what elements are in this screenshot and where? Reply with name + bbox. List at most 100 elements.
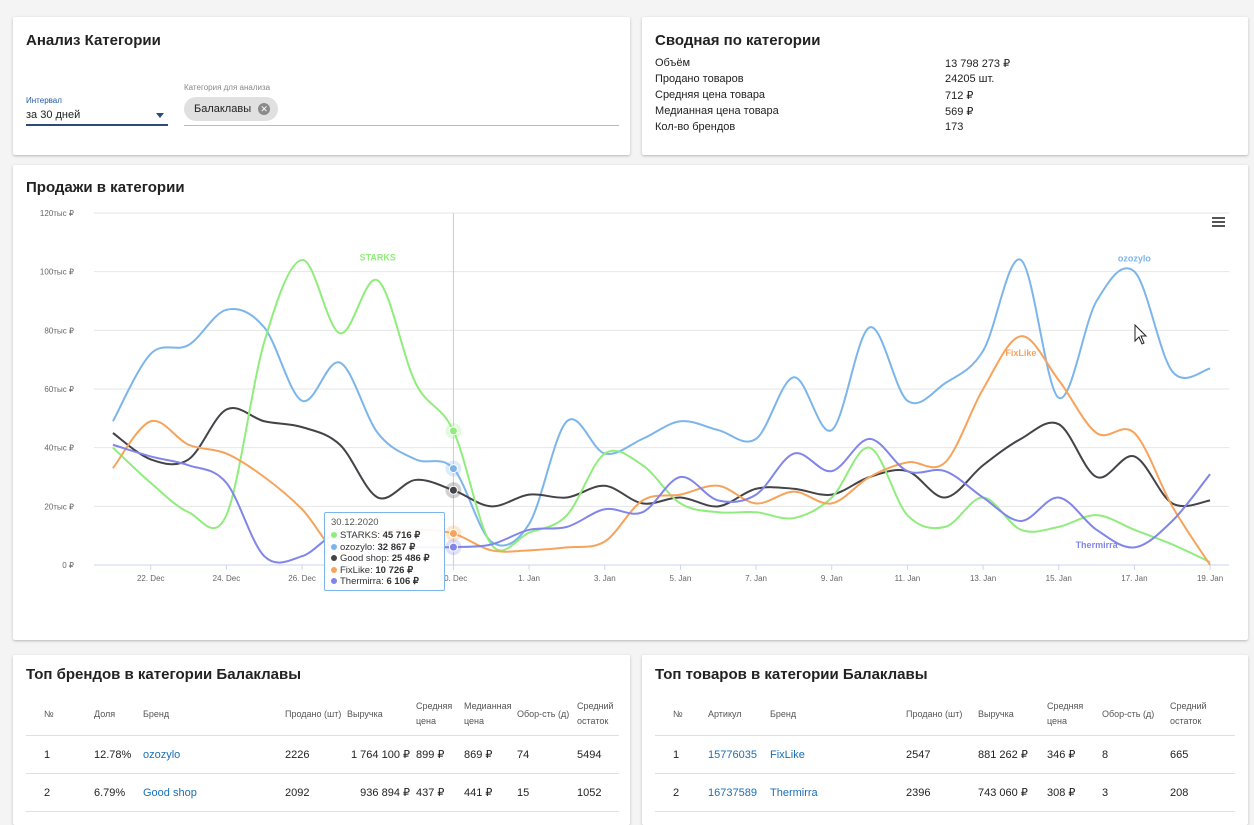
col-header[interactable]: № xyxy=(26,693,92,736)
table-row[interactable]: 1 15776035 FixLike 2547 881 262 ₽ 346 ₽ … xyxy=(655,735,1235,774)
col-header[interactable]: Продано (шт) xyxy=(904,693,976,736)
x-tick-label: 7. Jan xyxy=(745,574,767,583)
col-header[interactable]: Обор-сть (д) xyxy=(1100,693,1168,736)
table-header-row: № Артикул Бренд Продано (шт) Выручка Сре… xyxy=(655,693,1235,736)
summary-card: Сводная по категории Объём 13 798 273 ₽ … xyxy=(642,17,1248,155)
cell-turnover: 74 xyxy=(515,735,575,774)
x-tick-label: 17. Jan xyxy=(1121,574,1147,583)
category-underline xyxy=(184,125,619,126)
x-tick-label: 26. Dec xyxy=(288,574,316,583)
cell-avg-price: 899 ₽ xyxy=(414,735,462,774)
summary-label: Средняя цена товара xyxy=(655,89,766,101)
col-header[interactable]: № xyxy=(655,693,706,736)
analysis-card: Анализ Категории Интервал за 30 дней Кат… xyxy=(13,17,630,155)
chart-tooltip: 30.12.2020 STARKS: 45 716 ₽ ozozylo: 32 … xyxy=(324,512,445,591)
series-data-label: STARKS xyxy=(360,252,396,262)
cell-sold: 2396 xyxy=(904,773,976,812)
tooltip-row: ozozylo: 32 867 ₽ xyxy=(331,542,438,554)
brand-link[interactable]: Thermirra xyxy=(768,773,904,812)
interval-select[interactable]: за 30 дней xyxy=(26,109,81,121)
series-line-good-shop xyxy=(112,407,1211,508)
y-tick-label: 120тыс ₽ xyxy=(40,209,74,218)
x-tick-label: 5. Jan xyxy=(670,574,692,583)
y-tick-label: 80тыс ₽ xyxy=(44,326,74,335)
sales-title: Продажи в категории xyxy=(26,179,185,196)
col-header[interactable]: Бренд xyxy=(768,693,904,736)
hover-marker xyxy=(448,464,458,474)
tooltip-row: STARKS: 45 716 ₽ xyxy=(331,530,438,542)
col-header[interactable]: Средний остаток xyxy=(1168,693,1235,736)
cell-median-price: 441 ₽ xyxy=(462,773,515,812)
brand-link[interactable]: Good shop xyxy=(141,773,283,812)
brand-link[interactable]: FixLike xyxy=(768,735,904,774)
article-link[interactable]: 16737589 xyxy=(706,773,768,812)
tooltip-series-name: Good shop xyxy=(340,553,387,564)
summary-value: 24205 шт. xyxy=(945,73,995,85)
sales-chart[interactable]: 0 ₽ 20тыс ₽ 40тыс ₽ 60тыс ₽ 80тыс ₽ 100тыс ₽ 1… xyxy=(13,165,1248,640)
tooltip-series-name: STARKS xyxy=(340,530,378,541)
table-row[interactable]: 1 12.78% ozozylo 2226 1 764 100 ₽ 899 ₽ … xyxy=(26,735,619,774)
col-header[interactable]: Доля xyxy=(92,693,141,736)
close-icon[interactable]: ✕ xyxy=(258,103,271,115)
cell-rank: 2 xyxy=(26,773,92,812)
cell-share: 12.78% xyxy=(92,735,141,774)
cell-rank: 1 xyxy=(655,735,706,774)
cell-sold: 2092 xyxy=(283,773,345,812)
x-tick-label: 22. Dec xyxy=(137,574,165,583)
col-header[interactable]: Выручка xyxy=(976,693,1045,736)
col-header[interactable]: Средний остаток xyxy=(575,693,619,736)
summary-label: Объём xyxy=(655,57,691,69)
y-tick-label: 100тыс ₽ xyxy=(40,268,74,277)
x-tick-label: 3. Jan xyxy=(594,574,616,583)
hover-marker xyxy=(448,542,458,552)
cursor-icon xyxy=(1134,324,1148,345)
summary-value: 173 xyxy=(945,121,964,133)
cell-turnover: 3 xyxy=(1100,773,1168,812)
tooltip-series-name: FixLike xyxy=(340,564,371,576)
summary-label: Кол-во брендов xyxy=(655,121,736,133)
cell-avg-stock: 5494 xyxy=(575,735,619,774)
x-tick-label: 13. Jan xyxy=(970,574,996,583)
series-line-fixlike xyxy=(112,335,1211,566)
series-line-thermirra xyxy=(112,437,1211,564)
col-header[interactable]: Бренд xyxy=(141,693,283,736)
col-header[interactable]: Средняя цена xyxy=(1045,693,1100,736)
tooltip-series-value: 25 486 ₽ xyxy=(391,553,430,564)
x-tick-label: 15. Jan xyxy=(1046,574,1072,583)
cell-avg-stock: 1052 xyxy=(575,773,619,812)
col-header[interactable]: Медианная цена xyxy=(462,693,515,736)
col-header[interactable]: Продано (шт) xyxy=(283,693,345,736)
y-tick-label: 20тыс ₽ xyxy=(44,502,74,511)
series-data-label: FixLike xyxy=(1005,348,1036,358)
menu-icon[interactable] xyxy=(1212,217,1225,229)
cell-revenue: 881 262 ₽ xyxy=(976,735,1045,774)
hover-marker xyxy=(448,426,458,436)
table-row[interactable]: 2 6.79% Good shop 2092 936 894 ₽ 437 ₽ 4… xyxy=(26,773,619,812)
cell-revenue: 1 764 100 ₽ xyxy=(345,735,414,774)
table-row[interactable]: 2 16737589 Thermirra 2396 743 060 ₽ 308 … xyxy=(655,773,1235,812)
brands-table: № Доля Бренд Продано (шт) Выручка Средня… xyxy=(26,693,619,812)
x-tick-label: 9. Jan xyxy=(821,574,843,583)
col-header[interactable]: Средняя цена xyxy=(414,693,462,736)
col-header[interactable]: Обор-сть (д) xyxy=(515,693,575,736)
summary-value: 712 ₽ xyxy=(945,90,974,102)
y-tick-label: 60тыс ₽ xyxy=(44,385,74,394)
tooltip-series-name: Thermirra xyxy=(340,576,382,587)
category-label: Категория для анализа xyxy=(184,83,271,92)
summary-label: Продано товаров xyxy=(655,73,744,85)
cell-rank: 1 xyxy=(26,735,92,774)
col-header[interactable]: Артикул xyxy=(706,693,768,736)
cell-revenue: 743 060 ₽ xyxy=(976,773,1045,812)
col-header[interactable]: Выручка xyxy=(345,693,414,736)
article-link[interactable]: 15776035 xyxy=(706,735,768,774)
cell-median-price: 869 ₽ xyxy=(462,735,515,774)
category-chip[interactable]: Балаклавы ✕ xyxy=(184,97,279,121)
brand-link[interactable]: ozozylo xyxy=(141,735,283,774)
hover-marker xyxy=(448,485,458,495)
summary-value: 13 798 273 ₽ xyxy=(945,58,1011,70)
tooltip-series-name: ozozylo xyxy=(340,541,373,553)
cell-share: 6.79% xyxy=(92,773,141,812)
cell-turnover: 8 xyxy=(1100,735,1168,774)
chevron-down-icon[interactable] xyxy=(156,113,164,118)
tooltip-series-value: 32 867 ₽ xyxy=(377,541,416,553)
